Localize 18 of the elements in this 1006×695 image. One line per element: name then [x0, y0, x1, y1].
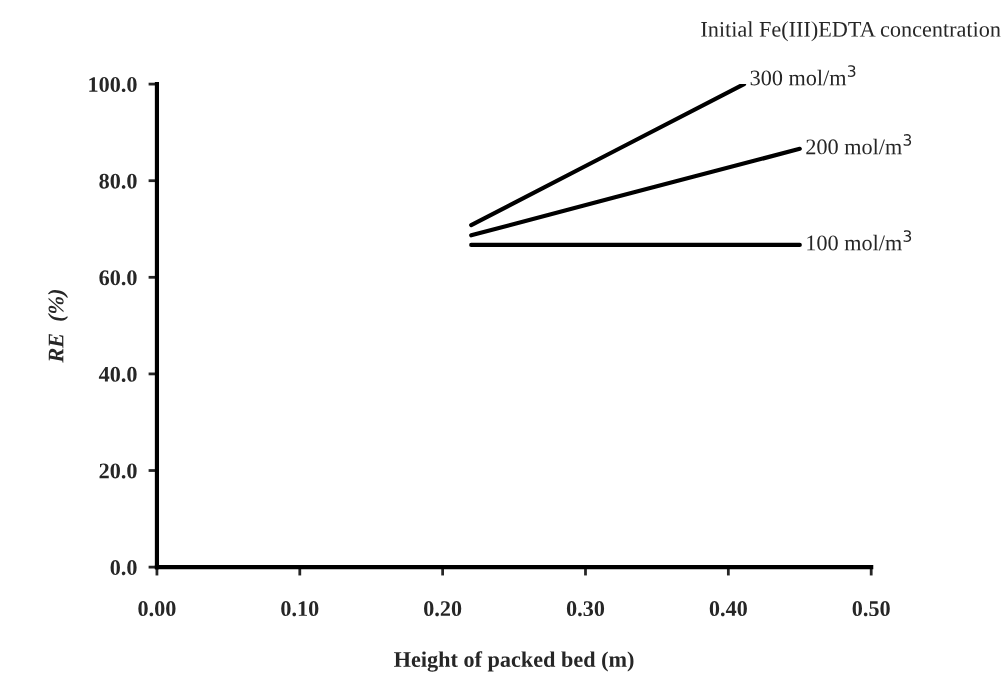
- x-tick-label: 0.10: [281, 601, 319, 617]
- x-axis-title: Height of packed bed (m): [394, 651, 634, 672]
- y-tick-label: 20.0: [99, 463, 137, 479]
- legend-title: Initial Fe(III)EDTA concentration: [701, 21, 1001, 42]
- y-tick-label: 0.0: [110, 560, 137, 576]
- y-tick-label: 60.0: [99, 270, 137, 286]
- x-tick-label: 0.00: [138, 601, 176, 617]
- series-label: 300 mol/m$^{3}$: [750, 65, 856, 86]
- y-axis-title: RE (%): [47, 289, 69, 363]
- x-tick-label: 0.40: [709, 601, 747, 617]
- y-tick-label: 80.0: [99, 173, 137, 189]
- series-label: 200 mol/m$^{3}$: [806, 134, 912, 155]
- x-tick-label: 0.50: [852, 601, 890, 617]
- series-label: 100 mol/m$^{3}$: [807, 230, 912, 251]
- x-tick-label: 0.20: [424, 601, 462, 617]
- x-tick-label: 0.30: [566, 601, 605, 617]
- y-tick-label: 40.0: [98, 366, 137, 382]
- y-tick-label: 100.0: [89, 77, 137, 93]
